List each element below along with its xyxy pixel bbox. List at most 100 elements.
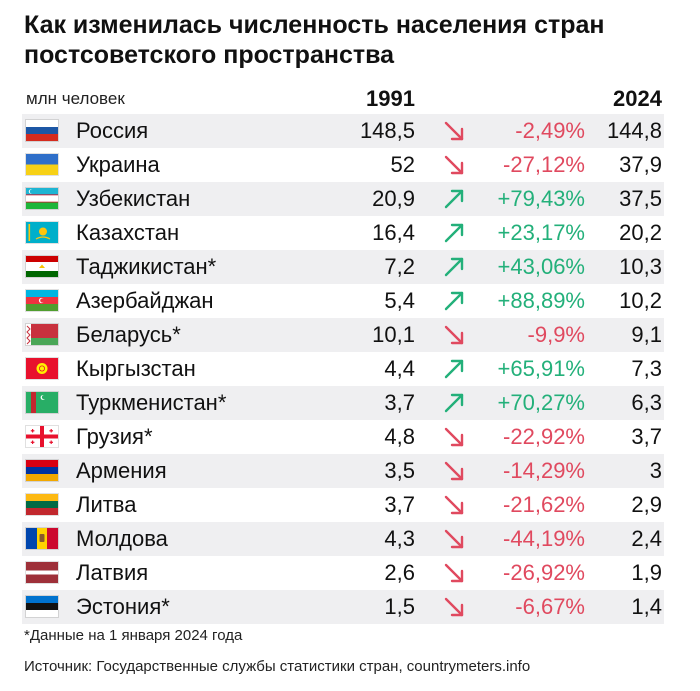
value-2024: 3 — [649, 458, 662, 483]
country-name: Литва — [76, 492, 137, 517]
value-2024: 7,3 — [631, 356, 662, 381]
change-percent: +65,91% — [497, 356, 585, 381]
table-row: Латвия 2,6 -26,92% 1,9 — [22, 556, 664, 590]
value-2024: 37,5 — [619, 186, 662, 211]
belarus-flag-icon — [26, 324, 58, 345]
country-name: Беларусь* — [76, 322, 181, 347]
table-row: Туркменистан* 3,7 +70,27% 6,3 — [22, 386, 664, 420]
arrow-up-right-icon — [442, 391, 468, 415]
table-row: Эстония* 1,5 -6,67% 1,4 — [22, 590, 664, 624]
table-row: Россия 148,5 -2,49% 144,8 — [22, 114, 664, 148]
turkmenistan-flag-icon — [26, 392, 58, 413]
value-2024: 3,7 — [631, 424, 662, 449]
arrow-down-right-icon — [442, 527, 468, 551]
arrow-up-right-icon — [442, 255, 468, 279]
source-note: Источник: Государственные службы статист… — [24, 658, 531, 675]
country-name: Армения — [76, 458, 167, 483]
country-name: Эстония* — [76, 594, 170, 619]
value-1991: 4,4 — [384, 356, 415, 381]
value-1991: 3,5 — [384, 458, 415, 483]
value-2024: 2,4 — [631, 526, 662, 551]
country-name: Грузия* — [76, 424, 153, 449]
lithuania-flag-icon — [26, 494, 58, 515]
value-2024: 1,9 — [631, 560, 662, 585]
moldova-flag-icon — [26, 528, 58, 549]
arrow-down-right-icon — [442, 493, 468, 517]
value-2024: 2,9 — [631, 492, 662, 517]
country-name: Азербайджан — [76, 288, 214, 313]
arrow-down-right-icon — [442, 119, 468, 143]
table-row: Молдова 4,3 -44,19% 2,4 — [22, 522, 664, 556]
country-name: Узбекистан — [76, 186, 191, 211]
table-row: Беларусь* 10,1 -9,9% 9,1 — [22, 318, 664, 352]
value-1991: 4,3 — [384, 526, 415, 551]
value-1991: 2,6 — [384, 560, 415, 585]
arrow-up-right-icon — [442, 187, 468, 211]
change-percent: +70,27% — [497, 390, 585, 415]
country-name: Молдова — [76, 526, 168, 551]
tajikistan-flag-icon — [26, 256, 58, 277]
value-2024: 9,1 — [631, 322, 662, 347]
value-2024: 10,2 — [619, 288, 662, 313]
change-percent: +79,43% — [497, 186, 585, 211]
table-row: Грузия* 4,8 -22,92% 3,7 — [22, 420, 664, 454]
value-1991: 20,9 — [372, 186, 415, 211]
country-name: Украина — [76, 152, 160, 177]
country-name: Туркменистан* — [76, 390, 227, 415]
country-name: Казахстан — [76, 220, 180, 245]
change-percent: -21,62% — [503, 492, 585, 517]
table-row: Армения 3,5 -14,29% 3 — [22, 454, 664, 488]
unit-label: млн человек — [26, 89, 125, 108]
column-header-2024: 2024 — [613, 86, 662, 111]
table-row: Казахстан 16,4 +23,17% 20,2 — [22, 216, 664, 250]
change-percent: -2,49% — [515, 118, 585, 143]
azerbaijan-flag-icon — [26, 290, 58, 311]
change-percent: -22,92% — [503, 424, 585, 449]
country-name: Россия — [76, 118, 149, 143]
arrow-down-right-icon — [442, 595, 468, 619]
change-percent: +88,89% — [497, 288, 585, 313]
change-percent: -44,19% — [503, 526, 585, 551]
value-2024: 37,9 — [619, 152, 662, 177]
table-row: Узбекистан 20,9 +79,43% 37,5 — [22, 182, 664, 216]
change-percent: -6,67% — [515, 594, 585, 619]
value-1991: 10,1 — [372, 322, 415, 347]
chart-title: Как изменилась численность населения стр… — [24, 11, 605, 69]
change-percent: +23,17% — [497, 220, 585, 245]
table-row: Таджикистан* 7,2 +43,06% 10,3 — [22, 250, 664, 284]
value-1991: 1,5 — [384, 594, 415, 619]
arrow-down-right-icon — [442, 459, 468, 483]
arrow-down-right-icon — [442, 561, 468, 585]
value-1991: 52 — [390, 152, 415, 177]
russia-flag-icon — [26, 120, 58, 141]
column-header-1991: 1991 — [366, 86, 415, 111]
value-1991: 4,8 — [384, 424, 415, 449]
country-name: Латвия — [76, 560, 149, 585]
change-percent: -14,29% — [503, 458, 585, 483]
change-percent: -27,12% — [503, 152, 585, 177]
arrow-up-right-icon — [442, 221, 468, 245]
value-1991: 148,5 — [359, 118, 415, 143]
arrow-up-right-icon — [442, 357, 468, 381]
value-2024: 1,4 — [631, 594, 662, 619]
kazakhstan-flag-icon — [26, 222, 58, 243]
value-1991: 5,4 — [384, 288, 415, 313]
uzbekistan-flag-icon — [26, 188, 58, 209]
ukraine-flag-icon — [26, 154, 58, 175]
change-percent: +43,06% — [497, 254, 585, 279]
value-2024: 20,2 — [619, 220, 662, 245]
change-percent: -26,92% — [503, 560, 585, 585]
value-2024: 10,3 — [619, 254, 662, 279]
value-2024: 144,8 — [606, 118, 662, 143]
arrow-down-right-icon — [442, 425, 468, 449]
table-row: Азербайджан 5,4 +88,89% 10,2 — [22, 284, 664, 318]
value-1991: 7,2 — [384, 254, 415, 279]
table-row: Кыргызстан 4,4 +65,91% 7,3 — [22, 352, 664, 386]
kyrgyzstan-flag-icon — [26, 358, 58, 379]
estonia-flag-icon — [26, 596, 58, 617]
table-row: Украина 52 -27,12% 37,9 — [22, 148, 664, 182]
table-row: Литва 3,7 -21,62% 2,9 — [22, 488, 664, 522]
arrow-down-right-icon — [442, 153, 468, 177]
change-percent: -9,9% — [527, 322, 585, 347]
